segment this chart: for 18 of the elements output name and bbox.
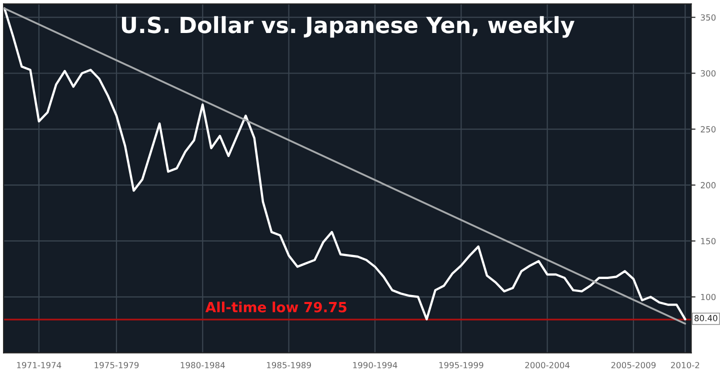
y-tick-label: 150 [701,238,716,244]
x-tick-label: 1990-1994 [353,362,398,368]
y-tick-label: 100 [701,294,716,300]
text: U.S. Dollar vs. Japanese Yen, weekly [122,16,574,38]
x-tick-label: 1971-1974 [17,362,62,368]
x-tick-label: 2000-2004 [525,362,570,368]
x-tick-label: 2005-2009 [611,362,656,368]
x-tick-label: 2010-2 [671,362,700,368]
x-tick-label: 1975-1979 [94,362,139,368]
y-tick-label: 300 [700,70,716,77]
ref-line-label: All-time low 79.75 [205,302,346,312]
y-tick-label: 200 [700,182,716,188]
x-tick-label: 1995-1999 [439,362,484,368]
y-tick-label: 350 [700,14,716,21]
y-tick-label: 250 [700,126,716,132]
annotation: 80.40 [694,314,718,322]
x-tick-label: 1985-1989 [267,362,311,368]
x-tick-label: 1980-1984 [180,362,225,368]
